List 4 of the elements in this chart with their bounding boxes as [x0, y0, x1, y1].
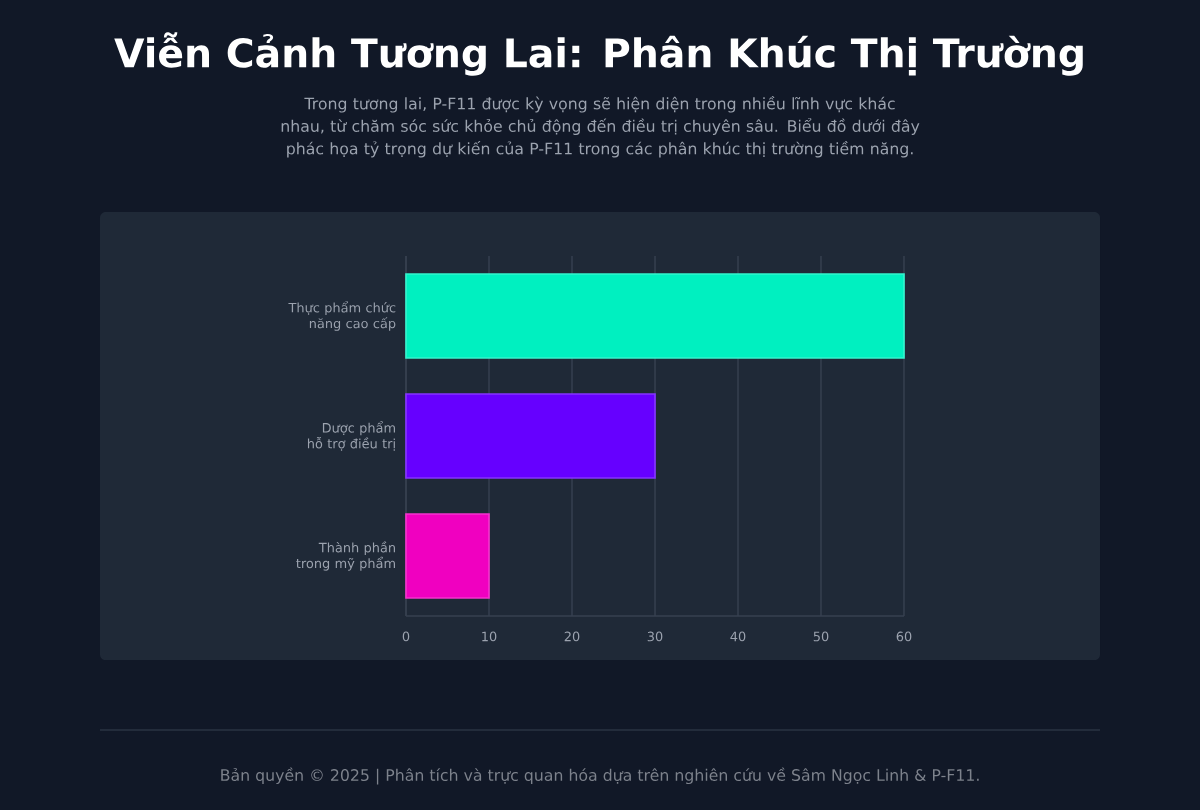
bar [405, 393, 656, 479]
bar [405, 513, 490, 599]
bar [405, 273, 905, 359]
chart-title: Viễn Cảnh Tương Lai: Phân Khúc Thị Trường [114, 32, 1083, 76]
